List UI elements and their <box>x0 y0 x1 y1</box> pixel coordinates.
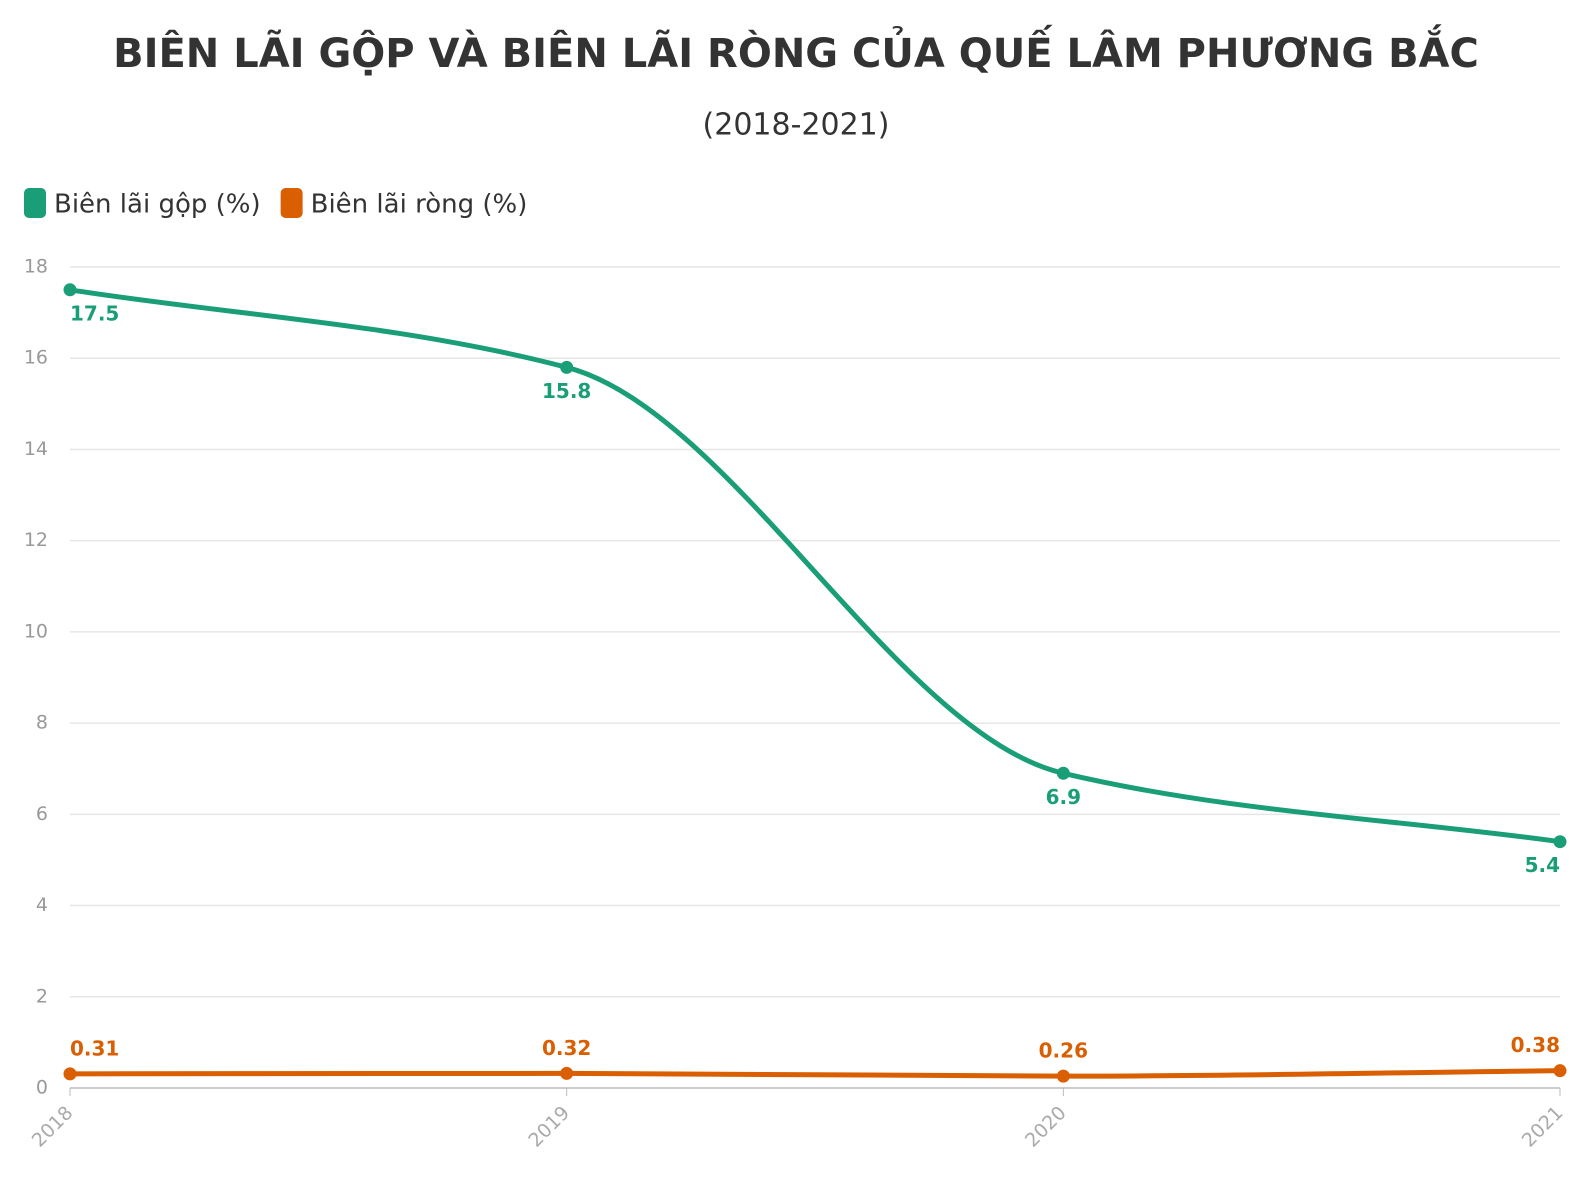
y-tick-label: 2 <box>36 985 48 1007</box>
data-label: 0.32 <box>542 1036 591 1060</box>
point <box>1553 835 1567 849</box>
data-label: 17.5 <box>70 301 119 325</box>
data-label: 5.4 <box>1525 853 1560 877</box>
legend-label: Biên lãi ròng (%) <box>311 190 528 220</box>
y-tick-label: 12 <box>24 529 48 551</box>
data-label: 0.31 <box>70 1036 119 1060</box>
line <box>69 1068 1561 1079</box>
line <box>69 287 1561 845</box>
legend-label: Biên lãi gộp (%) <box>54 190 261 220</box>
data-label: 0.26 <box>1039 1039 1088 1063</box>
y-tick-label: 16 <box>24 347 48 369</box>
y-tick-label: 6 <box>36 803 48 825</box>
point <box>63 1067 77 1081</box>
x-tick-label: 2018 <box>28 1102 78 1152</box>
legend-swatch <box>280 188 303 218</box>
y-tick-label: 14 <box>24 438 48 460</box>
point <box>1056 1069 1070 1083</box>
y-tick-label: 0 <box>36 1077 48 1099</box>
y-tick-label: 18 <box>24 256 48 278</box>
point <box>560 360 574 374</box>
data-label: 6.9 <box>1046 785 1081 809</box>
legend-swatch <box>24 188 46 218</box>
y-tick-label: 8 <box>36 712 48 734</box>
x-tick-label: 2020 <box>1021 1102 1071 1152</box>
chart-subtitle: (2018-2021) <box>703 108 890 143</box>
chart-title: BIÊN LÃI GỘP VÀ BIÊN LÃI RÒNG CỦA QUẾ LÂ… <box>113 23 1479 77</box>
point <box>63 283 77 297</box>
x-tick-label: 2021 <box>1518 1102 1568 1152</box>
x-tick-label: 2019 <box>524 1102 574 1152</box>
data-label: 0.38 <box>1511 1033 1560 1057</box>
data-label: 15.8 <box>542 379 591 403</box>
y-tick-label: 10 <box>24 620 48 642</box>
point <box>1056 766 1070 780</box>
point <box>1553 1064 1567 1078</box>
y-tick-label: 4 <box>36 894 48 916</box>
point <box>560 1066 574 1080</box>
